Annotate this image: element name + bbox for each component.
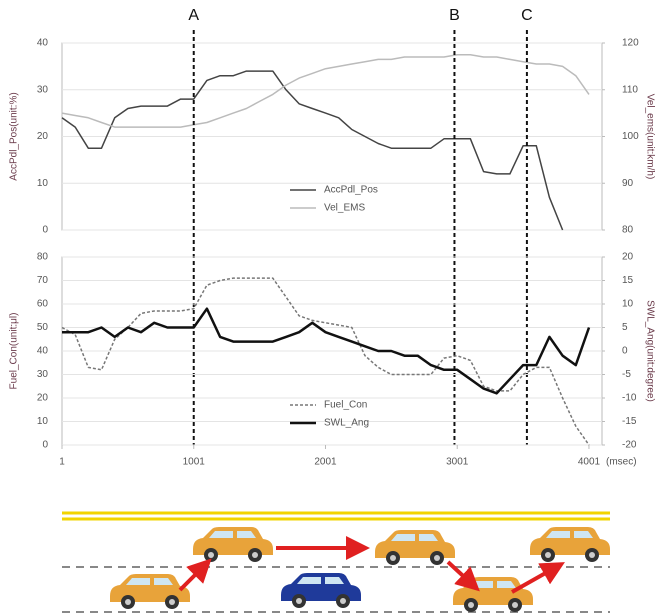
- y2-tick-label: 90: [622, 178, 634, 189]
- y2-tick-label: 15: [622, 275, 634, 286]
- x-tick-label: 2001: [314, 457, 337, 468]
- y-tick-label: 30: [37, 369, 49, 380]
- y2-tick-label: 80: [622, 225, 634, 236]
- legend-label: AccPdl_Pos: [324, 185, 378, 196]
- y-tick-label: 10: [37, 416, 49, 427]
- y-tick-label: 10: [37, 178, 49, 189]
- series-line: [62, 307, 591, 395]
- y2-tick-label: 5: [622, 322, 628, 333]
- y2-tick-label: 120: [622, 38, 639, 49]
- car: [281, 573, 361, 608]
- x-axis-label: (msec): [606, 457, 637, 468]
- y-tick-label: 80: [37, 252, 49, 263]
- y-tick-label: 20: [37, 393, 49, 404]
- arrow: [511, 562, 565, 594]
- car: [453, 577, 533, 612]
- y-tick-label: 30: [37, 84, 49, 95]
- y-tick-label: 70: [37, 275, 49, 286]
- road-diagram: [62, 511, 610, 613]
- arrow: [178, 558, 212, 592]
- y2-tick-label: -5: [622, 369, 631, 380]
- event-label: A: [188, 7, 199, 24]
- car: [375, 530, 455, 565]
- x-tick-label: 1: [59, 457, 65, 468]
- y-tick-label: 40: [37, 38, 49, 49]
- y-tick-label: 50: [37, 322, 49, 333]
- car: [530, 527, 610, 562]
- arrow: [446, 560, 480, 592]
- y2-tick-label: -20: [622, 440, 637, 451]
- series-line: [61, 53, 590, 128]
- y-tick-label: 40: [37, 346, 49, 357]
- legend-label: SWL_Ang: [324, 418, 369, 429]
- y2-tick-label: 20: [622, 252, 634, 263]
- legend-label: Vel_EMS: [324, 203, 365, 214]
- x-tick-label: 1001: [183, 457, 206, 468]
- y-tick-label: 0: [42, 440, 48, 451]
- y-axis-label: Fuel_Con(unit:μl): [9, 313, 20, 390]
- series-line: [61, 277, 590, 446]
- legend-label: Fuel_Con: [324, 400, 367, 411]
- y2-tick-label: -15: [622, 416, 637, 427]
- x-tick-label: 4001: [578, 457, 601, 468]
- y-tick-label: 20: [37, 131, 49, 142]
- y2-tick-label: 100: [622, 131, 639, 142]
- y2-tick-label: 0: [622, 346, 628, 357]
- arrows: [178, 536, 565, 594]
- y2-axis-label: Vel_ems(unit:km/h): [644, 94, 655, 180]
- y-axis-label: AccPdl_Pos(unit:%): [9, 92, 20, 180]
- x-tick-label: 3001: [446, 457, 469, 468]
- y2-tick-label: 10: [622, 299, 634, 310]
- y2-tick-label: -10: [622, 393, 637, 404]
- y-tick-label: 60: [37, 299, 49, 310]
- y-tick-label: 0: [42, 225, 48, 236]
- car: [193, 527, 273, 562]
- event-label: B: [449, 7, 460, 24]
- y2-tick-label: 110: [622, 84, 638, 95]
- y2-axis-label: SWL_Ang(unit:degree): [644, 300, 655, 402]
- car: [110, 574, 190, 609]
- series-line: [61, 70, 564, 231]
- event-label: C: [521, 7, 533, 24]
